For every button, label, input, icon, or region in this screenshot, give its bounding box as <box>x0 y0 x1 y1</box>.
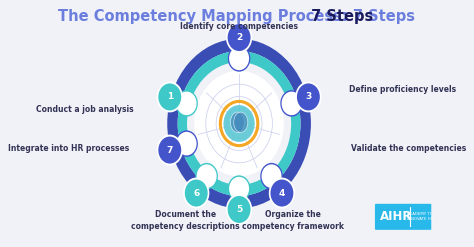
Text: Organize the
competency framework: Organize the competency framework <box>242 210 344 230</box>
Ellipse shape <box>177 92 197 115</box>
Ellipse shape <box>156 82 183 112</box>
Ellipse shape <box>295 82 321 112</box>
Ellipse shape <box>297 83 320 110</box>
Text: 2: 2 <box>236 33 242 42</box>
Text: 3: 3 <box>305 92 311 102</box>
Ellipse shape <box>229 177 249 200</box>
Ellipse shape <box>269 178 295 208</box>
Ellipse shape <box>226 22 252 53</box>
Ellipse shape <box>187 62 291 185</box>
Ellipse shape <box>234 112 248 132</box>
Ellipse shape <box>178 51 301 196</box>
Text: 1: 1 <box>167 92 173 102</box>
Ellipse shape <box>228 196 251 223</box>
Ellipse shape <box>260 163 283 189</box>
Text: 4: 4 <box>279 188 285 198</box>
Text: Conduct a job analysis: Conduct a job analysis <box>36 105 133 115</box>
Text: ACADEMY TO
INNOVATE HR: ACADEMY TO INNOVATE HR <box>407 212 433 221</box>
Ellipse shape <box>280 90 303 117</box>
Ellipse shape <box>158 137 181 164</box>
Ellipse shape <box>197 164 217 188</box>
Ellipse shape <box>175 130 198 157</box>
Text: The Competency Mapping Process: 7 Steps: The Competency Mapping Process: 7 Steps <box>58 9 416 24</box>
Text: 6: 6 <box>193 188 200 198</box>
Text: Document the
competency descriptions: Document the competency descriptions <box>131 210 239 230</box>
Ellipse shape <box>185 180 208 206</box>
Ellipse shape <box>229 47 249 70</box>
FancyBboxPatch shape <box>375 204 431 230</box>
Text: AIHR: AIHR <box>381 210 413 223</box>
Ellipse shape <box>228 175 250 202</box>
Ellipse shape <box>271 180 293 206</box>
Ellipse shape <box>228 45 250 72</box>
Ellipse shape <box>195 163 218 189</box>
Text: Validate the competencies: Validate the competencies <box>351 144 466 153</box>
Ellipse shape <box>230 112 245 132</box>
Ellipse shape <box>183 178 210 208</box>
Ellipse shape <box>262 164 282 188</box>
Text: Define proficiency levels: Define proficiency levels <box>349 85 456 94</box>
Text: Integrate into HR processes: Integrate into HR processes <box>8 144 129 153</box>
Ellipse shape <box>175 90 198 117</box>
Ellipse shape <box>158 83 181 110</box>
Text: Identify core competencies: Identify core competencies <box>180 22 298 31</box>
Ellipse shape <box>178 51 301 196</box>
Ellipse shape <box>156 135 183 165</box>
Ellipse shape <box>226 194 252 225</box>
Text: 5: 5 <box>236 205 242 214</box>
Ellipse shape <box>282 92 301 115</box>
Ellipse shape <box>177 132 197 155</box>
Text: 7: 7 <box>166 145 173 155</box>
Ellipse shape <box>167 39 311 208</box>
Text: 7 Steps: 7 Steps <box>101 9 373 24</box>
Ellipse shape <box>223 105 255 142</box>
Ellipse shape <box>228 24 251 51</box>
Ellipse shape <box>194 71 284 176</box>
